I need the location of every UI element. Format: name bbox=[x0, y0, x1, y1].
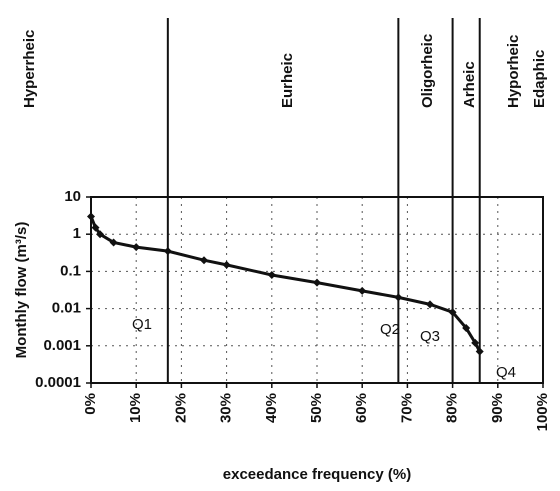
data-point bbox=[462, 324, 471, 333]
data-point bbox=[475, 347, 484, 356]
x-tick-label: 70% bbox=[398, 393, 415, 423]
y-tick-label: 0.001 bbox=[43, 337, 81, 354]
zone-label: Hyperrheic bbox=[21, 30, 38, 108]
data-point bbox=[87, 212, 95, 221]
x-tick-label: 40% bbox=[263, 393, 280, 423]
data-point bbox=[358, 286, 367, 295]
y-tick-label: 1 bbox=[73, 225, 81, 242]
data-point bbox=[91, 223, 100, 232]
data-point bbox=[163, 247, 172, 256]
y-tick-label: 0.1 bbox=[60, 262, 81, 279]
data-point bbox=[96, 230, 105, 239]
y-tick-label: 0.0001 bbox=[35, 374, 81, 391]
plot-frame bbox=[90, 196, 544, 384]
threshold-label: Q2 bbox=[380, 321, 400, 338]
threshold-label: Q3 bbox=[420, 328, 440, 345]
data-point bbox=[200, 256, 208, 265]
data-point bbox=[109, 238, 118, 247]
data-point bbox=[448, 308, 457, 317]
x-axis-label: exceedance frequency (%) bbox=[223, 466, 411, 483]
x-tick-label: 10% bbox=[127, 393, 144, 423]
data-point bbox=[222, 260, 231, 269]
data-point bbox=[267, 271, 276, 280]
zone-label: Eurheic bbox=[279, 53, 296, 108]
x-tick-label: 30% bbox=[218, 393, 235, 423]
data-point bbox=[313, 278, 321, 287]
threshold-label: Q4 bbox=[496, 364, 516, 381]
zone-label: Arheic bbox=[461, 61, 478, 108]
zone-label: Hyporheic bbox=[505, 35, 522, 108]
data-point bbox=[132, 243, 141, 252]
x-tick-label: 100% bbox=[534, 393, 551, 431]
zone-label: Oligorheic bbox=[419, 34, 436, 108]
data-point bbox=[394, 293, 403, 302]
zone-label: Edaphic bbox=[531, 50, 548, 108]
x-tick-label: 0% bbox=[82, 393, 99, 415]
x-tick-label: 80% bbox=[444, 393, 461, 423]
x-tick-label: 50% bbox=[308, 393, 325, 423]
y-tick-label: 10 bbox=[64, 188, 81, 205]
y-axis-label: Monthly flow (m³/s) bbox=[13, 222, 30, 359]
x-tick-label: 60% bbox=[353, 393, 370, 423]
data-point bbox=[471, 338, 480, 347]
threshold-label: Q1 bbox=[132, 316, 152, 333]
x-tick-label: 20% bbox=[172, 393, 189, 423]
data-point bbox=[426, 300, 434, 309]
y-tick-label: 0.01 bbox=[52, 300, 81, 317]
x-tick-label: 90% bbox=[489, 393, 506, 423]
